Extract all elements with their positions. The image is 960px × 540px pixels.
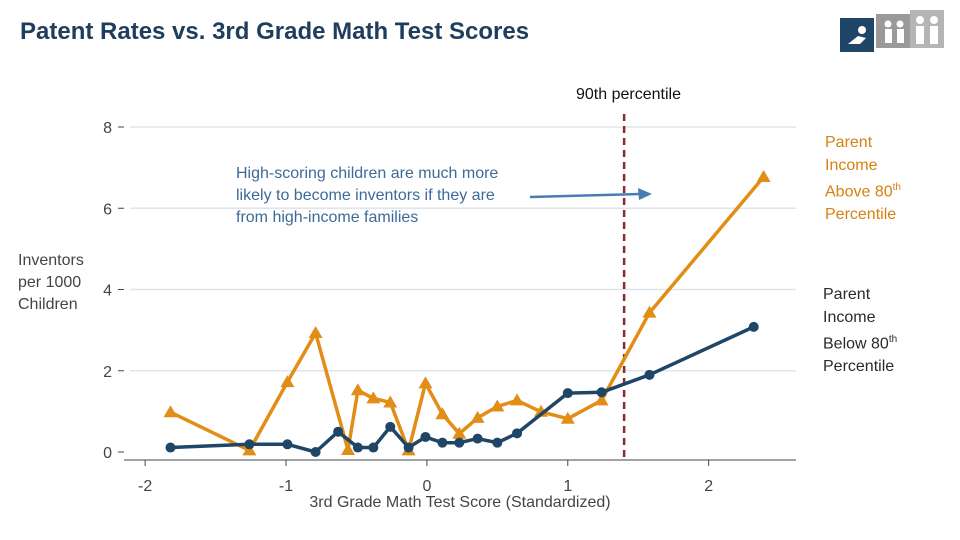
data-point-above xyxy=(642,305,657,318)
data-point-above xyxy=(452,426,467,439)
data-point-above xyxy=(163,405,178,418)
data-point-above xyxy=(366,391,381,404)
data-point-below xyxy=(420,431,431,442)
y-tick-label: 8 xyxy=(103,120,112,137)
y-tick-label: 0 xyxy=(103,445,112,462)
x-axis-label: 3rd Grade Math Test Score (Standardized) xyxy=(309,494,611,511)
series-line-above xyxy=(169,175,765,453)
percentile-label: 90th percentile xyxy=(576,86,681,103)
x-tick-label: 2 xyxy=(704,478,713,495)
page-title: Patent Rates vs. 3rd Grade Math Test Sco… xyxy=(20,18,530,45)
data-point-below xyxy=(492,437,503,448)
data-point-below xyxy=(165,442,176,453)
data-point-below xyxy=(454,437,465,448)
data-point-below xyxy=(472,433,483,444)
data-point-below xyxy=(644,369,655,380)
annotation-arrow-head xyxy=(638,188,652,200)
data-point-below xyxy=(352,442,363,453)
data-point-below xyxy=(333,426,344,437)
data-point-above xyxy=(594,393,609,406)
x-tick-label: -1 xyxy=(279,478,293,495)
data-point-below xyxy=(368,442,379,453)
data-point-above xyxy=(470,410,485,423)
x-tick-label: 1 xyxy=(563,478,572,495)
data-point-below xyxy=(596,387,607,398)
data-point-above xyxy=(490,399,505,412)
data-point-above xyxy=(435,407,450,420)
legend-below-80th: Parent Income Below 80th Percentile xyxy=(823,286,898,375)
annotation-text: High-scoring children are much more like… xyxy=(236,165,499,226)
data-point-below xyxy=(403,442,414,453)
y-tick-label: 6 xyxy=(103,201,112,218)
data-point-below xyxy=(385,421,396,432)
data-point-below xyxy=(562,388,573,399)
data-point-above xyxy=(560,411,575,424)
legend-above-80th: Parent Income Above 80th Percentile xyxy=(825,134,901,223)
annotation-arrow-line xyxy=(529,192,641,199)
y-tick-label: 4 xyxy=(103,283,112,300)
data-point-above xyxy=(418,376,433,389)
data-point-above xyxy=(308,325,323,338)
data-point-above xyxy=(383,395,398,408)
data-point-below xyxy=(437,437,448,448)
data-point-below xyxy=(748,321,759,332)
y-axis-label: Inventors per 1000 Children xyxy=(18,252,84,313)
x-tick-label: 0 xyxy=(422,478,431,495)
data-point-above xyxy=(280,375,295,388)
data-point-above xyxy=(510,393,525,406)
data-point-below xyxy=(512,428,523,439)
x-tick-label: -2 xyxy=(138,478,152,495)
data-point-above xyxy=(242,443,257,456)
data-point-above xyxy=(756,169,771,182)
opportunity-insights-logo xyxy=(840,10,944,52)
data-point-below xyxy=(310,447,321,457)
data-point-below xyxy=(244,439,255,450)
data-point-below xyxy=(282,439,293,450)
data-point-above xyxy=(350,383,365,396)
data-point-above xyxy=(341,442,355,455)
y-tick-label: 2 xyxy=(103,364,112,381)
